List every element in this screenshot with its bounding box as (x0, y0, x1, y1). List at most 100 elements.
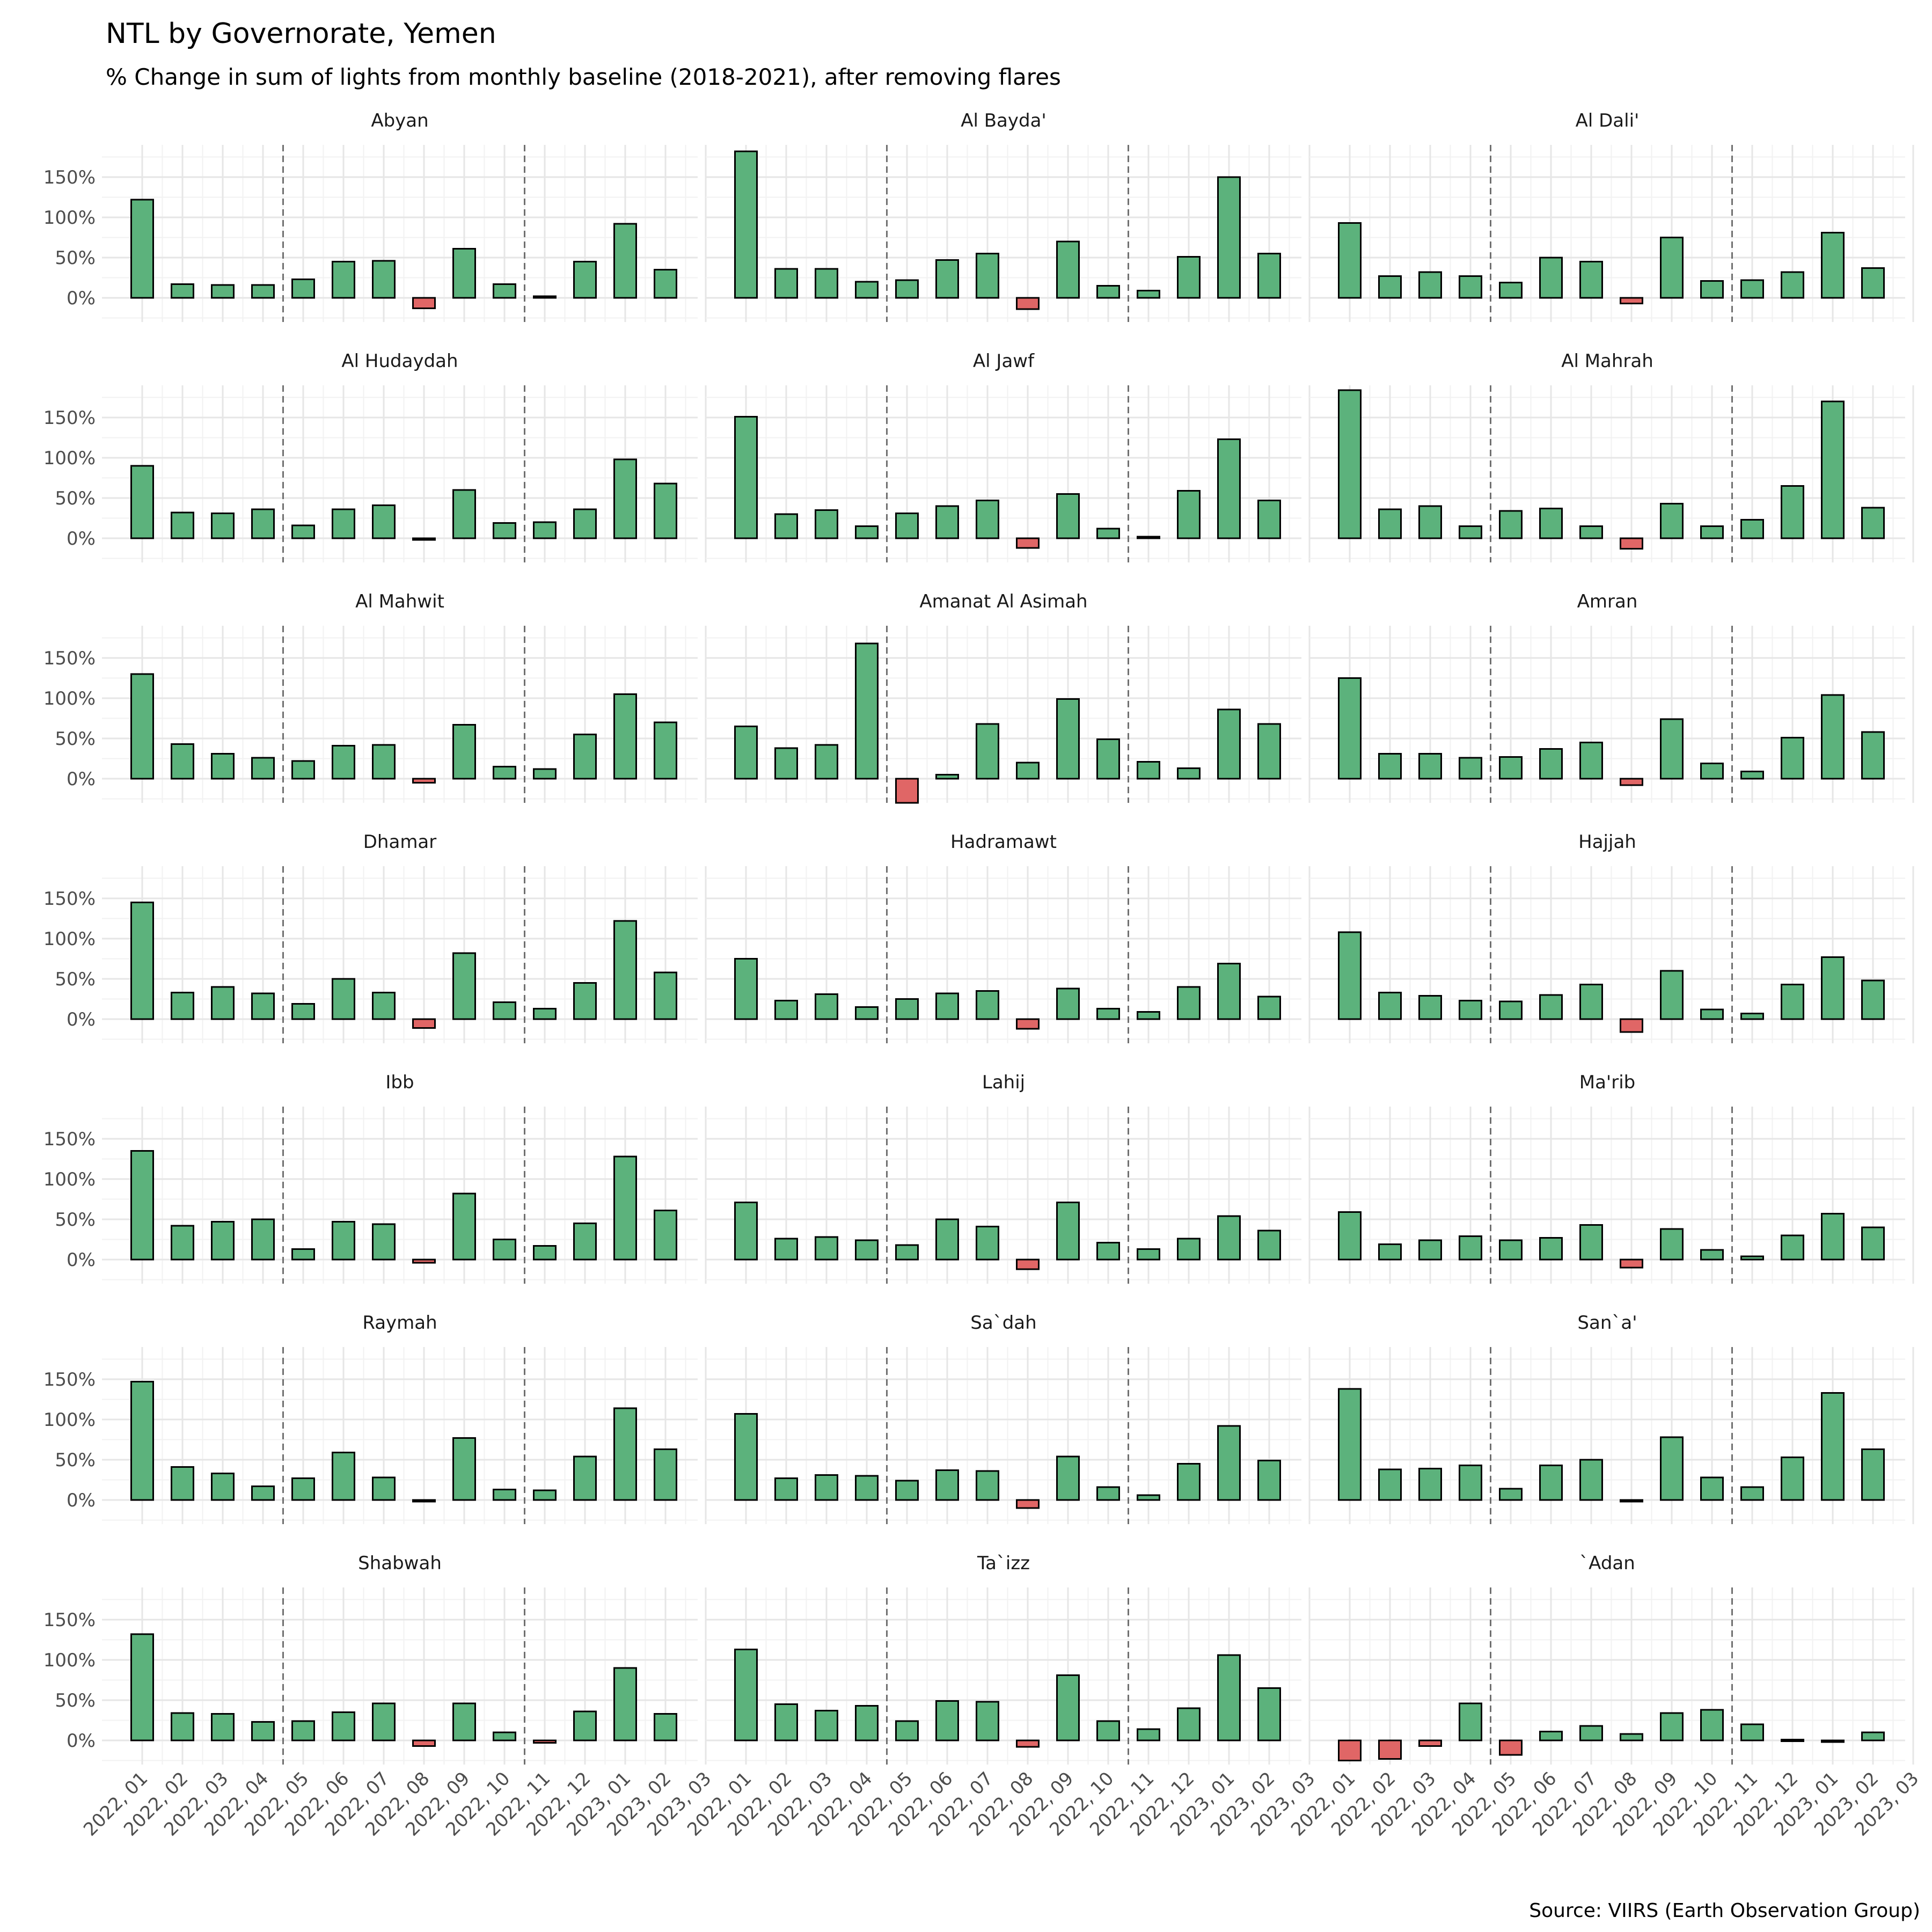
bar (654, 1448, 677, 1501)
bar (1016, 537, 1040, 549)
bar (171, 743, 194, 780)
bar (855, 281, 879, 299)
bar (573, 1455, 597, 1501)
bar (855, 642, 879, 780)
bar (372, 992, 396, 1020)
bar (1217, 1654, 1241, 1741)
bar (1861, 1448, 1885, 1501)
bar (1459, 1000, 1482, 1020)
bar (1137, 1011, 1160, 1020)
bar (1096, 1720, 1120, 1741)
bar (1660, 1228, 1684, 1261)
bar (1821, 400, 1845, 539)
y-tick-label: 50% (55, 488, 96, 509)
bar (1539, 994, 1563, 1020)
bar (1137, 1494, 1160, 1501)
bar (613, 693, 637, 780)
y-tick-label: 150% (43, 407, 96, 429)
bar (1781, 1457, 1804, 1501)
facet-panel: Hadramawt (706, 831, 1311, 1043)
y-tick-label: 100% (43, 928, 96, 950)
bar (1781, 485, 1804, 539)
facet-label: Al Mahwit (355, 591, 444, 612)
bar (1418, 995, 1442, 1020)
facet-panel: Al Hudaydah 0% 50% 100% 150% (43, 350, 707, 562)
y-tick-label: 0% (67, 288, 96, 309)
facet-label: Ta`izz (977, 1553, 1030, 1574)
bar (654, 1210, 677, 1261)
bar (1338, 931, 1362, 1020)
facet-panel: Al Dali' (1309, 110, 1914, 322)
bar (1016, 297, 1040, 310)
bar (452, 1437, 476, 1501)
bar (1861, 1731, 1885, 1741)
facet-label: Hadramawt (950, 831, 1057, 853)
bar (1177, 1463, 1201, 1501)
bar (1539, 508, 1563, 539)
bar (1378, 275, 1402, 299)
bar (1459, 525, 1482, 539)
bar (855, 1475, 879, 1501)
bar (976, 253, 999, 299)
bar (291, 1003, 315, 1020)
bar (1821, 956, 1845, 1020)
bar (372, 1223, 396, 1261)
bar (654, 269, 677, 299)
facet-panel: Al Jawf (706, 350, 1311, 562)
bar (654, 1713, 677, 1741)
bar (1861, 267, 1885, 299)
bar (734, 958, 758, 1020)
facet-panels: Abyan 0% 50% 100% 150% Al Bayda' Al Dali' Al Hu… (43, 110, 1923, 1840)
bar (1499, 756, 1523, 780)
bar (895, 513, 919, 539)
bar (1579, 261, 1603, 299)
bar (1740, 1013, 1764, 1020)
bar (1740, 1255, 1764, 1261)
bar (1740, 519, 1764, 539)
facet-label: Lahij (982, 1072, 1025, 1093)
bar (1539, 1465, 1563, 1501)
bar (1700, 1476, 1724, 1501)
bar (291, 524, 315, 539)
bar (412, 537, 436, 541)
bar (1096, 528, 1120, 539)
bar (1378, 1468, 1402, 1501)
bar (332, 1221, 355, 1261)
y-tick-label: 0% (67, 1009, 96, 1030)
facet-panel: Amanat Al Asimah (706, 591, 1311, 804)
bar (976, 1226, 999, 1261)
bar (1137, 1728, 1160, 1741)
bar (976, 990, 999, 1020)
y-tick-label: 0% (67, 528, 96, 550)
bar (1217, 438, 1241, 539)
bar (1378, 753, 1402, 780)
bar (211, 1221, 235, 1261)
bar (1096, 1242, 1120, 1261)
y-tick-label: 0% (67, 769, 96, 790)
bar (130, 1150, 154, 1261)
bar (654, 721, 677, 780)
bar (1660, 1436, 1684, 1501)
bar (895, 998, 919, 1020)
bar (1137, 1248, 1160, 1261)
facet-panel: Abyan 0% 50% 100% 150% (43, 110, 707, 322)
bar (1217, 176, 1241, 299)
bar (1137, 536, 1160, 539)
bar (774, 513, 798, 539)
bar (895, 1720, 919, 1741)
bar (251, 1485, 275, 1501)
bar (895, 778, 919, 804)
y-tick-label: 0% (67, 1730, 96, 1752)
bar (171, 992, 194, 1020)
bar (573, 982, 597, 1020)
bar (815, 993, 838, 1020)
bar (211, 986, 235, 1020)
bar (1056, 987, 1080, 1020)
bar (1177, 256, 1201, 299)
bar (935, 259, 959, 299)
bar (1418, 1239, 1442, 1261)
bar (493, 522, 516, 539)
